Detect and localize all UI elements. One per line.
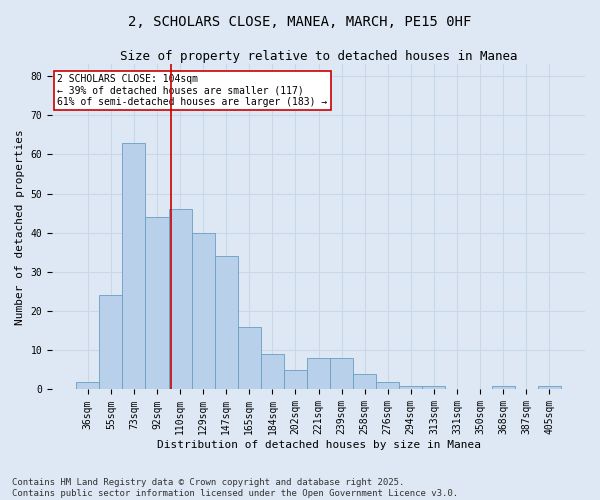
- Text: 2 SCHOLARS CLOSE: 104sqm
← 39% of detached houses are smaller (117)
61% of semi-: 2 SCHOLARS CLOSE: 104sqm ← 39% of detach…: [58, 74, 328, 107]
- Bar: [353, 374, 376, 390]
- Bar: [76, 382, 100, 390]
- Bar: [145, 217, 169, 390]
- Bar: [307, 358, 330, 390]
- Bar: [100, 296, 122, 390]
- Bar: [376, 382, 399, 390]
- Bar: [169, 209, 191, 390]
- Title: Size of property relative to detached houses in Manea: Size of property relative to detached ho…: [120, 50, 517, 63]
- X-axis label: Distribution of detached houses by size in Manea: Distribution of detached houses by size …: [157, 440, 481, 450]
- Bar: [284, 370, 307, 390]
- Bar: [238, 327, 261, 390]
- Bar: [215, 256, 238, 390]
- Bar: [399, 386, 422, 390]
- Text: Contains HM Land Registry data © Crown copyright and database right 2025.
Contai: Contains HM Land Registry data © Crown c…: [12, 478, 458, 498]
- Y-axis label: Number of detached properties: Number of detached properties: [15, 129, 25, 324]
- Bar: [491, 386, 515, 390]
- Bar: [122, 142, 145, 390]
- Bar: [422, 386, 445, 390]
- Bar: [261, 354, 284, 390]
- Bar: [191, 232, 215, 390]
- Text: 2, SCHOLARS CLOSE, MANEA, MARCH, PE15 0HF: 2, SCHOLARS CLOSE, MANEA, MARCH, PE15 0H…: [128, 15, 472, 29]
- Bar: [330, 358, 353, 390]
- Bar: [538, 386, 561, 390]
